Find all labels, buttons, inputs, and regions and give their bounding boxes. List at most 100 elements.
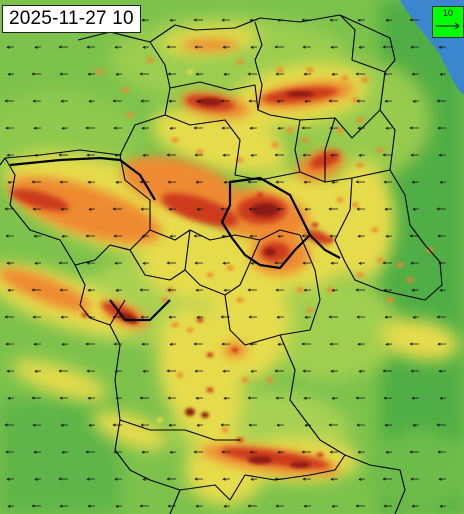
wind-arrow-head [168, 423, 172, 427]
wind-arrow-head [277, 450, 281, 454]
wind-arrow-head [139, 288, 143, 292]
wind-arrow-head [88, 423, 92, 427]
border-east-thick [309, 234, 341, 259]
wind-arrow-head [141, 342, 145, 346]
border-west-thick [9, 156, 156, 201]
wind-arrow-head [411, 72, 415, 76]
wind-arrow-head [86, 477, 90, 481]
wind-arrow-head [410, 153, 414, 157]
wind-arrow-head [331, 396, 335, 400]
wind-arrow-head [194, 153, 198, 157]
wind-arrow-head [250, 369, 254, 373]
wind-arrow-head [220, 207, 224, 211]
wind-arrow-head [248, 99, 252, 103]
gust-spot [406, 277, 414, 283]
wind-arrow-head [330, 153, 334, 157]
wind-arrow-head [113, 234, 117, 238]
wind-arrow-head [169, 234, 173, 238]
wind-arrow-head [113, 126, 117, 130]
wind-arrow-head [382, 477, 386, 481]
wind-arrow-head [276, 423, 280, 427]
gust-spot [326, 287, 334, 293]
wind-arrow-head [115, 72, 119, 76]
gust-spot [351, 97, 359, 103]
gust-spot [276, 67, 284, 73]
border-central-thick [220, 176, 312, 270]
wind-arrow-head [221, 126, 225, 130]
wind-arrow-head [6, 261, 10, 265]
wind-arrow-head [33, 234, 37, 238]
wind-arrow-head [274, 45, 278, 49]
wind-arrow-head [277, 234, 281, 238]
wind-arrow-head [439, 504, 443, 508]
wind-arrow-head [140, 207, 144, 211]
wind-arrow-head [331, 288, 335, 292]
wind-arrow-head [31, 288, 35, 292]
wind-arrow-head [357, 126, 361, 130]
gust-spot [236, 59, 244, 65]
wind-arrow-head [329, 342, 333, 346]
wind-arrow-head [382, 369, 386, 373]
wind-arrow-head [58, 45, 62, 49]
wind-arrow-head [167, 288, 171, 292]
wind-arrow-head [193, 450, 197, 454]
wind-arrow-head [61, 234, 65, 238]
wind-arrow-head [4, 315, 8, 319]
wind-arrow-head [275, 180, 279, 184]
gust-spot [241, 377, 249, 383]
gust-spot [356, 272, 364, 278]
wind-arrow-head [248, 315, 252, 319]
wind-arrow-head [303, 396, 307, 400]
gust-spot [206, 272, 214, 278]
wind-arrow-head [384, 99, 388, 103]
wind-arrow-head [195, 288, 199, 292]
wind-arrow-head [61, 342, 65, 346]
wind-arrow-head [277, 126, 281, 130]
wind-arrow-head [196, 315, 200, 319]
border-mid-4 [129, 249, 186, 281]
wind-arrow-head [169, 342, 173, 346]
wind-arrow-head [139, 396, 143, 400]
wind-arrow-head [31, 396, 35, 400]
wind-arrow-head [223, 72, 227, 76]
wind-arrow-head [195, 396, 199, 400]
wind-arrow-head [330, 261, 334, 265]
wind-arrow-head [59, 396, 63, 400]
wind-arrow-head [385, 126, 389, 130]
gust-spot [306, 67, 314, 73]
wind-arrow-head [196, 99, 200, 103]
gust-spot [356, 117, 364, 123]
gust-spot [371, 227, 379, 233]
wind-arrow-head [303, 72, 307, 76]
wind-arrow-head [31, 504, 35, 508]
gust-spot [396, 262, 404, 268]
wind-arrow-head [7, 72, 11, 76]
border-east-upper [379, 71, 443, 301]
wind-arrow-head [166, 261, 170, 265]
wind-arrow-head [59, 180, 63, 184]
wind-arrow-head [193, 18, 197, 22]
wind-arrow-head [222, 153, 226, 157]
wind-arrow-head [88, 207, 92, 211]
region-borders [0, 14, 443, 514]
wind-arrow-head [384, 315, 388, 319]
wind-arrow-head [247, 72, 251, 76]
border-south-west [109, 324, 231, 501]
wind-arrow-head [249, 234, 253, 238]
wind-arrow-head [355, 396, 359, 400]
wind-arrow-head [193, 126, 197, 130]
wind-arrow-head [60, 99, 64, 103]
wind-arrow-head [437, 342, 441, 346]
wind-arrow-head [86, 153, 90, 157]
wind-arrow-head [385, 18, 389, 22]
wind-arrow-head [302, 477, 306, 481]
dark-red-spots [118, 91, 314, 468]
border-north [77, 14, 396, 61]
timestamp-label: 2025-11-27 10 [2, 5, 141, 33]
wind-arrow-head [355, 180, 359, 184]
gust-spot [176, 372, 184, 378]
gust-spot [206, 387, 214, 393]
wind-arrow-head [410, 45, 414, 49]
wind-vector-field [4, 18, 447, 508]
wind-arrow-head [139, 504, 143, 508]
